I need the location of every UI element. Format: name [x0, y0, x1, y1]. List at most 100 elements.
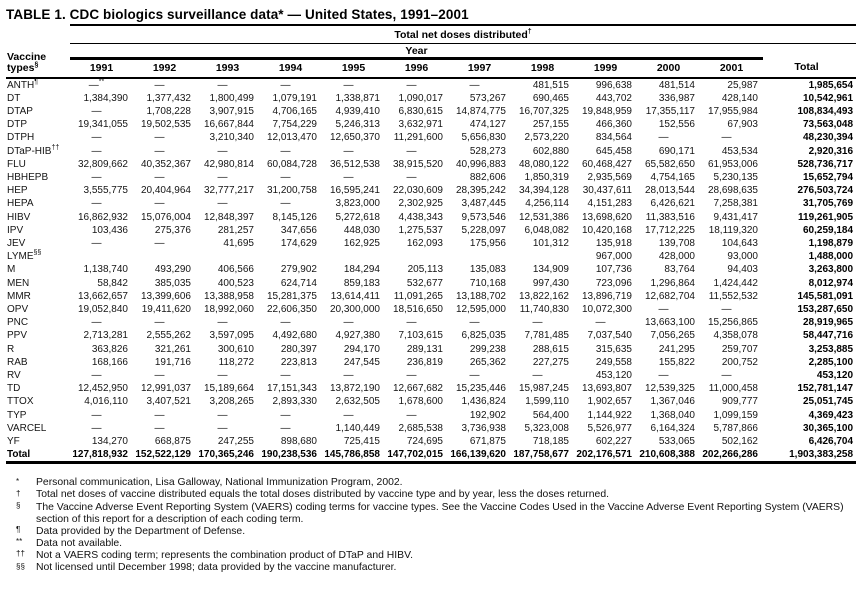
dose-cell: 1,090,017	[398, 92, 444, 104]
dose-cell: —	[217, 79, 228, 91]
dose-cell: 174,629	[280, 237, 317, 249]
dose-cell: 16,862,932	[77, 211, 128, 223]
table-row: VARCEL — — — — 1,140,449 2,685,538 3,736,938 5,3…	[6, 422, 856, 435]
dose-cell: 2,713,281	[83, 330, 129, 342]
dose-cell: 259,707	[721, 343, 758, 355]
dose-cell: 17,955,984	[707, 105, 758, 117]
table-row: RV — — — — — — — — 453,120 — — 453,120	[6, 369, 856, 382]
row-total-cell: 1,198,879	[808, 237, 854, 249]
dose-cell: 152,522,129	[133, 448, 196, 465]
dose-cell: —	[280, 145, 291, 157]
dose-cell: 22,606,350	[266, 303, 317, 315]
dose-cell: 19,848,959	[581, 105, 632, 117]
dose-cell: 1,436,824	[461, 396, 507, 408]
dose-cell: 400,523	[217, 277, 254, 289]
dose-cell: 12,452,950	[77, 383, 128, 395]
dose-cell	[448, 250, 511, 263]
table-row: PPV 2,713,281 2,555,262 3,597,095 4,492,680 4…	[6, 329, 856, 342]
dose-cell: 20,404,964	[140, 185, 191, 197]
footnote-marker: *	[16, 476, 20, 486]
table-row: PNC — — — — — — — — — 13,663,100 15,256,865 28,919,9…	[6, 316, 856, 329]
dose-cell: 170,365,246	[196, 448, 259, 465]
dose-cell: 718,185	[532, 435, 569, 447]
dose-cell: 15,235,446	[455, 383, 506, 395]
footnote-text: Data provided by the Department of Defen…	[36, 525, 246, 537]
dose-cell: 15,189,664	[203, 383, 254, 395]
row-total-cell: 1,488,000	[808, 251, 854, 263]
cdc-table-page: TABLE 1. CDC biologics surveillance data…	[6, 7, 857, 573]
dose-cell: —	[658, 303, 669, 315]
dose-cell: —	[91, 145, 102, 157]
vaccine-label: DTPH	[7, 132, 35, 144]
dose-cell: —	[280, 369, 291, 381]
dose-cell: 533,065	[658, 435, 695, 447]
dose-cell: 279,902	[280, 264, 317, 276]
dose-cell: 882,606	[469, 171, 506, 183]
dose-cell: 40,996,883	[455, 158, 506, 170]
dose-cell: 710,168	[469, 277, 506, 289]
year-column-header: 1997	[448, 58, 511, 79]
dose-cell: 19,052,840	[77, 303, 128, 315]
dose-cell: 690,171	[658, 145, 695, 157]
table-row: FLU 32,809,662 40,352,367 42,980,814 60,084,…	[6, 158, 856, 171]
dose-cell: —	[343, 79, 354, 91]
dose-cell: 13,896,719	[581, 290, 632, 302]
dose-cell: 236,819	[406, 356, 443, 368]
dose-cell: 16,707,325	[518, 105, 569, 117]
dose-cell: 127,818,932	[70, 448, 133, 465]
dose-cell: 3,210,340	[209, 132, 255, 144]
dose-cell: 859,183	[343, 277, 380, 289]
vaccine-types-line2: types§	[7, 61, 39, 74]
dose-cell: 12,013,470	[266, 132, 317, 144]
dose-cell: 7,037,540	[587, 330, 633, 342]
dose-cell: —	[343, 145, 354, 157]
year-column-header: 1994	[259, 58, 322, 79]
dose-cell: 152,556	[658, 119, 695, 131]
dose-cell: 168,166	[91, 356, 128, 368]
dose-cell: 103,436	[91, 224, 128, 236]
footnote-marker: **	[16, 537, 23, 547]
dose-cell: —	[343, 171, 354, 183]
dose-cell: —	[280, 171, 291, 183]
dose-cell: 166,139,620	[448, 448, 511, 465]
dose-cell	[133, 250, 196, 263]
dose-cell: 202,266,286	[700, 448, 763, 465]
dose-cell: 162,925	[343, 237, 380, 249]
dose-cell: 624,714	[280, 277, 317, 289]
footnote-text: Personal communication, Lisa Galloway, N…	[36, 477, 403, 489]
dose-cell: 227,275	[532, 356, 569, 368]
dose-cell: 3,823,000	[335, 198, 381, 210]
vaccine-label: Total	[6, 448, 70, 465]
dose-cell: 223,813	[280, 356, 317, 368]
table-row: TD 12,452,950 12,991,037 15,189,664 17,151,3…	[6, 382, 856, 395]
footnote-mark: ††	[51, 144, 60, 152]
dose-cell: 428,140	[721, 92, 758, 104]
dose-cell: 481,514	[658, 79, 695, 91]
dose-cell: 83,764	[664, 264, 695, 276]
footnote: § The Vaccine Adverse Event Reporting Sys…	[14, 501, 854, 526]
dose-cell: 17,355,117	[645, 105, 695, 117]
dose-cell: 32,777,217	[203, 185, 254, 197]
row-total-cell: 3,263,800	[808, 264, 854, 276]
row-total-cell: 528,736,717	[797, 158, 854, 170]
dose-cell: —	[217, 369, 228, 381]
dose-cell: 187,758,677	[511, 448, 574, 465]
dose-cell: 1,275,537	[398, 224, 444, 236]
section-mark: §	[34, 61, 39, 68]
dose-cell: 94,403	[727, 264, 758, 276]
row-total-cell: 2,285,100	[808, 356, 854, 368]
dose-cell: 257,155	[532, 119, 569, 131]
dose-cell: 58,842	[97, 277, 128, 289]
dose-cell	[70, 250, 133, 263]
dose-cell: 723,096	[595, 277, 632, 289]
dose-cell: 7,258,381	[713, 198, 759, 210]
dose-cell: 19,502,535	[140, 119, 191, 131]
dose-cell: —	[406, 409, 417, 421]
table-row: OPV 19,052,840 19,411,620 18,992,060 22,606,…	[6, 303, 856, 316]
dose-cell: —	[280, 317, 291, 329]
dose-cell: 19,411,620	[141, 303, 191, 315]
dose-cell: —	[343, 409, 354, 421]
dose-cell: 6,830,615	[398, 105, 444, 117]
dose-cell	[322, 250, 385, 263]
footnote-text: Data not available.	[36, 537, 123, 549]
